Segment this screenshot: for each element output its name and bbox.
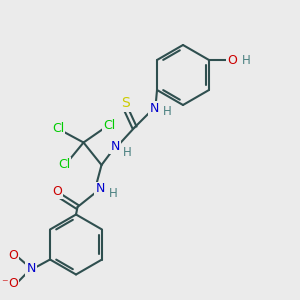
Text: ⁻: ⁻ (1, 277, 8, 290)
Text: N: N (110, 140, 120, 154)
Text: Cl: Cl (52, 122, 64, 135)
Text: Cl: Cl (58, 158, 70, 171)
Text: N: N (95, 182, 105, 196)
Text: H: H (242, 53, 251, 67)
Text: S: S (121, 97, 130, 110)
Text: O: O (52, 184, 62, 198)
Text: N: N (149, 101, 159, 115)
Text: H: H (163, 105, 171, 119)
Text: H: H (109, 187, 118, 200)
Text: O: O (8, 249, 18, 262)
Text: Cl: Cl (103, 119, 115, 132)
Text: O: O (8, 277, 18, 290)
Text: O: O (227, 53, 237, 67)
Text: H: H (123, 146, 132, 159)
Text: N: N (26, 262, 36, 275)
